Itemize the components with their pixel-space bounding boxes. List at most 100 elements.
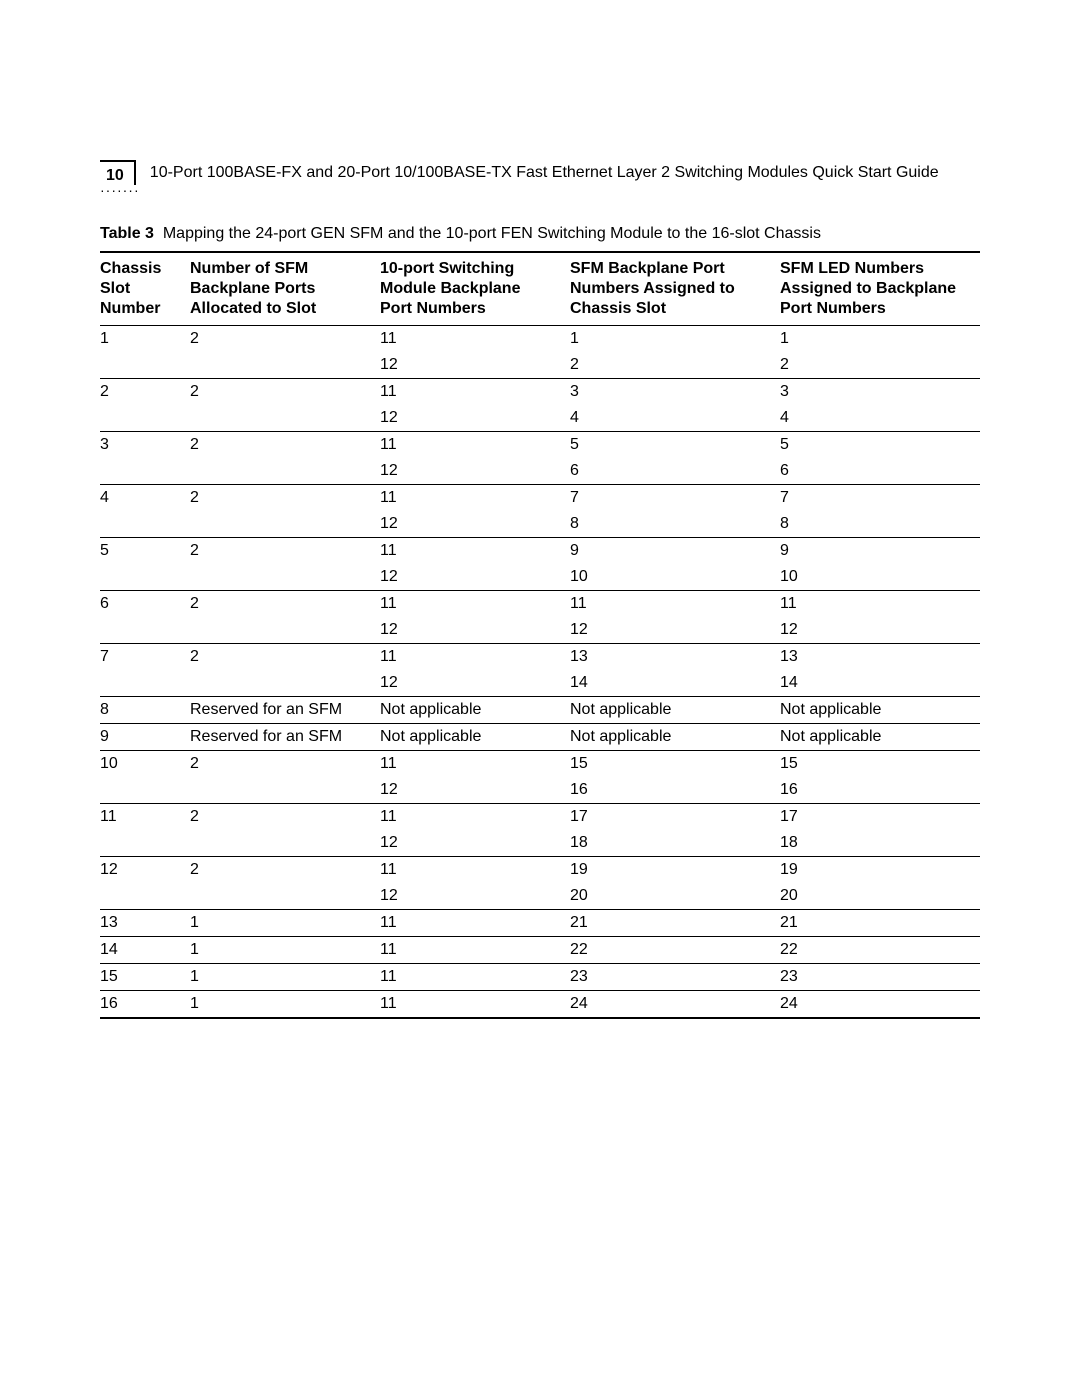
table-cell: 11: [780, 591, 980, 618]
table-cell: 16: [780, 777, 980, 804]
table-cell: 18: [780, 830, 980, 857]
table-cell: 12: [380, 405, 570, 432]
table-cell: Not applicable: [380, 697, 570, 724]
table-cell: 8: [570, 511, 780, 538]
table-cell: 11: [570, 591, 780, 618]
table-cell: 3: [100, 432, 190, 459]
table-cell: 11: [380, 910, 570, 937]
table-cell: 12: [380, 458, 570, 485]
table-cell: 1: [190, 991, 380, 1019]
table-cell: [190, 511, 380, 538]
table-row: 121414: [100, 670, 980, 697]
table-cell: 8: [100, 697, 190, 724]
table-cell: 2: [190, 804, 380, 831]
table-cell: 17: [780, 804, 980, 831]
table-cell: 15: [100, 964, 190, 991]
page-header: 10 ······· 10-Port 100BASE-FX and 20-Por…: [100, 160, 980, 185]
table-cell: 2: [100, 379, 190, 406]
table-cell: 13: [780, 644, 980, 671]
table-cell: 12: [570, 617, 780, 644]
table-cell: 12: [380, 352, 570, 379]
table-cell: 16: [570, 777, 780, 804]
table-cell: 1: [780, 326, 980, 353]
table-header-row: ChassisSlotNumber Number of SFMBackplane…: [100, 252, 980, 326]
table-row: 122020: [100, 883, 980, 910]
table-cell: [190, 405, 380, 432]
table-cell: 4: [780, 405, 980, 432]
table-cell: 11: [380, 964, 570, 991]
table-cell: 11: [380, 326, 570, 353]
table-cell: 9: [570, 538, 780, 565]
table-cell: 16: [100, 991, 190, 1019]
table-cell: 4: [100, 485, 190, 512]
table-cell: 24: [780, 991, 980, 1019]
table-cell: 2: [190, 751, 380, 778]
table-row: 161112424: [100, 991, 980, 1019]
table-cell: Reserved for an SFM: [190, 724, 380, 751]
table-row: 8Reserved for an SFMNot applicableNot ap…: [100, 697, 980, 724]
table-cell: 5: [780, 432, 980, 459]
table-cell: Not applicable: [380, 724, 570, 751]
table-cell: 22: [780, 937, 980, 964]
table-cell: 12: [380, 564, 570, 591]
table-cell: 11: [380, 379, 570, 406]
table-row: 321155: [100, 432, 980, 459]
table-row: 121111: [100, 326, 980, 353]
table-body: 1211111222221133124432115512664211771288…: [100, 326, 980, 1019]
table-cell: 6: [100, 591, 190, 618]
table-cell: 2: [190, 857, 380, 884]
table-row: 72111313: [100, 644, 980, 671]
table-cell: 2: [190, 432, 380, 459]
table-cell: [100, 458, 190, 485]
table-cell: 18: [570, 830, 780, 857]
mapping-table: ChassisSlotNumber Number of SFMBackplane…: [100, 251, 980, 1019]
table-cell: 19: [570, 857, 780, 884]
table-cell: 4: [570, 405, 780, 432]
table-row: 121010: [100, 564, 980, 591]
table-cell: 23: [570, 964, 780, 991]
table-caption-label: Table 3: [100, 225, 154, 242]
table-row: 151112323: [100, 964, 980, 991]
table-cell: 3: [570, 379, 780, 406]
table-cell: 7: [780, 485, 980, 512]
table-row: 122111919: [100, 857, 980, 884]
table-cell: 11: [100, 804, 190, 831]
table-cell: 2: [190, 538, 380, 565]
table-cell: Not applicable: [780, 724, 980, 751]
table-cell: 2: [190, 485, 380, 512]
table-cell: 8: [780, 511, 980, 538]
table-cell: [100, 564, 190, 591]
table-cell: 12: [380, 830, 570, 857]
table-cell: 2: [190, 326, 380, 353]
table-cell: 11: [380, 644, 570, 671]
table-cell: 11: [380, 937, 570, 964]
table-cell: 14: [100, 937, 190, 964]
table-cell: 2: [780, 352, 980, 379]
table-cell: 10: [570, 564, 780, 591]
table-cell: 20: [570, 883, 780, 910]
table-row: 131112121: [100, 910, 980, 937]
table-cell: 11: [380, 538, 570, 565]
table-cell: 21: [570, 910, 780, 937]
table-cell: 19: [780, 857, 980, 884]
table-caption-text: Mapping the 24-port GEN SFM and the 10-p…: [163, 225, 821, 242]
table-cell: [100, 405, 190, 432]
table-cell: 6: [780, 458, 980, 485]
table-cell: 24: [570, 991, 780, 1019]
column-header: SFM Backplane PortNumbers Assigned toCha…: [570, 252, 780, 326]
table-row: 141112222: [100, 937, 980, 964]
table-cell: [190, 458, 380, 485]
table-cell: 14: [570, 670, 780, 697]
table-cell: 9: [100, 724, 190, 751]
table-cell: 11: [380, 991, 570, 1019]
page-number-box: 10 ·······: [100, 160, 136, 185]
table-cell: 1: [190, 937, 380, 964]
table-cell: [100, 617, 190, 644]
table-cell: [100, 883, 190, 910]
table-cell: [190, 352, 380, 379]
table-cell: [100, 777, 190, 804]
table-cell: 12: [380, 617, 570, 644]
table-caption: Table 3 Mapping the 24-port GEN SFM and …: [100, 225, 980, 243]
table-cell: 12: [380, 777, 570, 804]
table-cell: 5: [100, 538, 190, 565]
